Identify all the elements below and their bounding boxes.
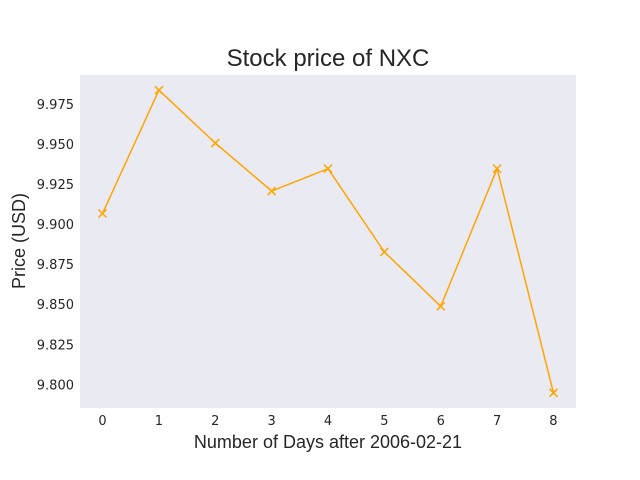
series-layer	[98, 85, 558, 398]
y-tick-label: 9.975	[37, 98, 74, 113]
plot-area	[80, 75, 576, 408]
data-point-7	[492, 164, 502, 174]
x-tick-label: 8	[549, 414, 557, 429]
data-point-1	[154, 85, 164, 95]
y-axis-label: Price (USD)	[9, 193, 29, 289]
x-axis-label: Number of Days after 2006-02-21	[194, 432, 462, 452]
data-point-8	[548, 388, 558, 398]
y-tick-label: 9.875	[37, 258, 74, 273]
x-tick-label: 5	[380, 414, 388, 429]
data-point-5	[379, 247, 389, 257]
x-tick-label: 3	[267, 414, 275, 429]
x-tick-label: 1	[155, 414, 163, 429]
x-tick-label: 6	[437, 414, 445, 429]
y-tick-label: 9.800	[37, 378, 74, 393]
chart-title: Stock price of NXC	[227, 45, 430, 72]
x-tick-label: 7	[493, 414, 501, 429]
y-tick-label: 9.925	[37, 178, 74, 193]
x-tick-label: 0	[98, 414, 106, 429]
y-tick-label: 9.900	[37, 218, 74, 233]
x-tick-labels: 0 1 2 3 4 5 6 7 8	[98, 414, 557, 429]
data-point-6	[436, 301, 446, 311]
data-point-2	[210, 138, 220, 148]
data-point-3	[267, 186, 277, 196]
y-tick-label: 9.850	[37, 298, 74, 313]
y-tick-label: 9.950	[37, 138, 74, 153]
data-point-0	[98, 208, 108, 219]
y-tick-label: 9.825	[37, 338, 74, 353]
x-tick-label: 2	[211, 414, 219, 429]
y-tick-labels: 9.800 9.825 9.850 9.875 9.900 9.925 9.950 9.975	[37, 98, 74, 393]
x-tick-label: 4	[324, 414, 332, 429]
data-point-4	[323, 164, 333, 174]
